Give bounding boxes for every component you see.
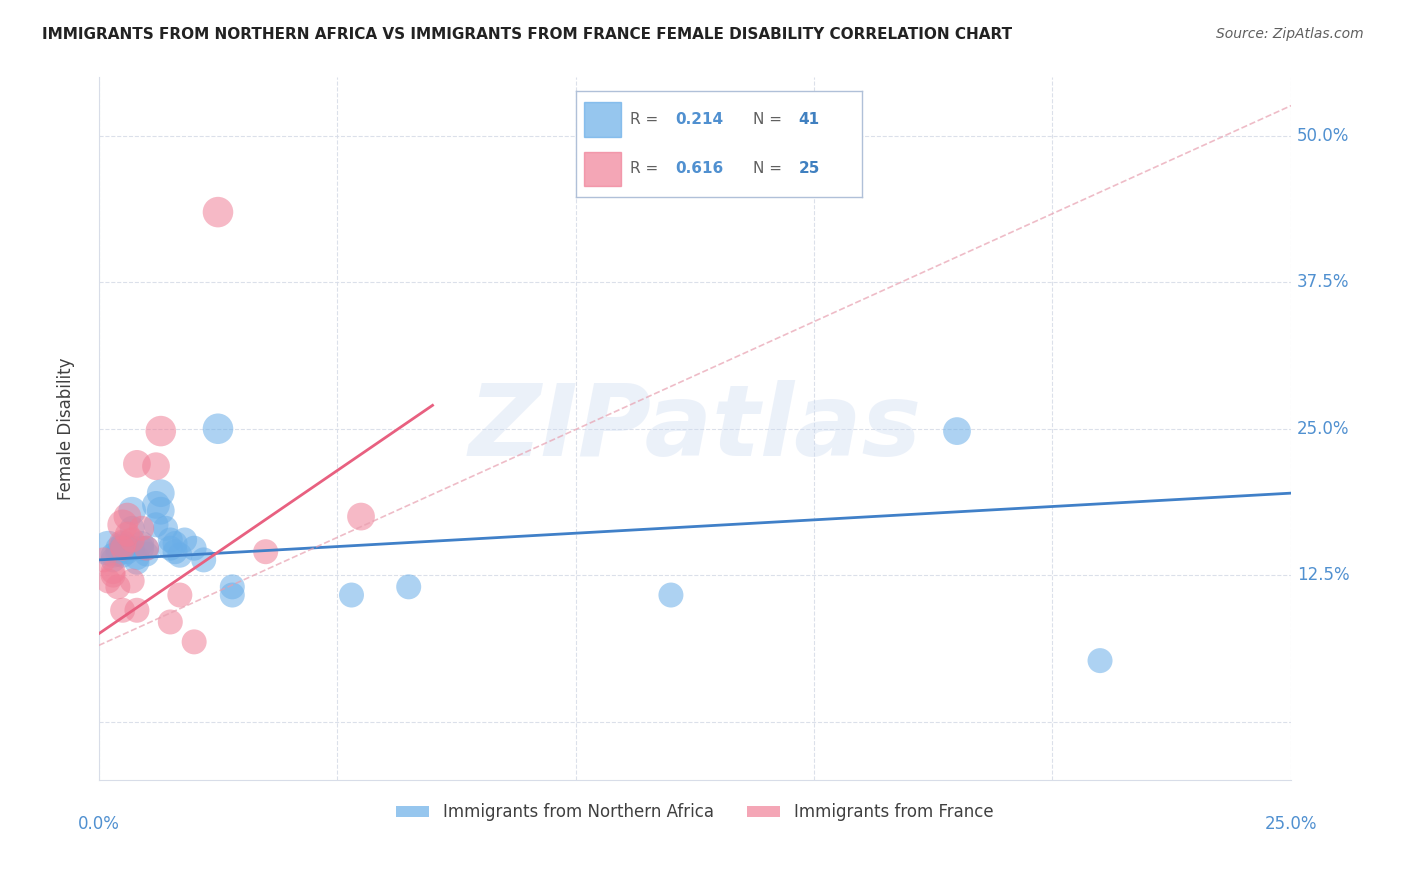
Point [183,541,205,556]
Point [107,547,129,561]
Point [145,459,167,474]
Point [207,422,229,436]
Point [93,553,115,567]
Text: 25.0%: 25.0% [1264,815,1317,833]
Point [111,541,134,556]
Point [117,541,139,556]
Point [1088,654,1111,668]
Point [946,424,969,438]
Point [107,541,129,556]
Point [159,541,181,556]
Point [254,545,277,559]
Point [165,545,187,559]
Point [165,536,187,550]
Point [121,504,143,518]
Point [121,574,143,588]
Point [131,541,153,556]
Point [159,533,181,547]
Point [149,504,172,518]
Point [221,580,243,594]
Point [117,527,139,541]
Point [398,580,420,594]
Point [97,541,120,556]
Point [135,541,157,556]
Point [107,580,129,594]
Point [135,541,157,556]
Point [149,424,172,438]
Point [193,553,215,567]
Point [131,536,153,550]
Point [169,588,191,602]
Text: 37.5%: 37.5% [1296,273,1350,292]
Point [155,521,177,535]
Y-axis label: Female Disability: Female Disability [58,358,75,500]
Point [111,548,134,562]
Point [350,509,373,524]
Point [207,205,229,219]
Point [659,588,682,602]
Point [125,603,148,617]
Point [111,536,134,550]
Point [131,521,153,535]
Point [117,509,139,524]
Point [97,574,120,588]
Point [125,457,148,471]
Point [159,615,181,629]
Point [183,635,205,649]
Point [101,565,124,579]
Point [145,517,167,532]
Point [149,486,172,500]
Point [125,555,148,569]
Point [121,533,143,547]
Point [111,603,134,617]
Text: 12.5%: 12.5% [1296,566,1350,584]
Point [340,588,363,602]
Point [117,545,139,559]
Point [101,548,124,562]
Point [121,521,143,535]
Point [145,498,167,512]
Point [135,547,157,561]
Point [111,536,134,550]
Point [121,541,143,556]
Point [101,568,124,582]
Point [221,588,243,602]
Legend: Immigrants from Northern Africa, Immigrants from France: Immigrants from Northern Africa, Immigra… [389,797,1000,828]
Text: Source: ZipAtlas.com: Source: ZipAtlas.com [1216,27,1364,41]
Point [111,539,134,553]
Text: 25.0%: 25.0% [1296,420,1350,438]
Point [125,550,148,565]
Text: ZIPatlas: ZIPatlas [468,380,921,477]
Text: 50.0%: 50.0% [1296,127,1350,145]
Text: IMMIGRANTS FROM NORTHERN AFRICA VS IMMIGRANTS FROM FRANCE FEMALE DISABILITY CORR: IMMIGRANTS FROM NORTHERN AFRICA VS IMMIG… [42,27,1012,42]
Point [101,553,124,567]
Point [173,533,195,547]
Point [111,517,134,532]
Text: 0.0%: 0.0% [77,815,120,833]
Point [111,541,134,556]
Point [169,548,191,562]
